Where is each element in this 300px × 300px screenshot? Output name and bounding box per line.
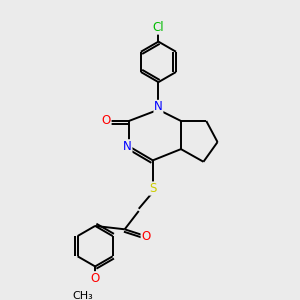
Text: O: O <box>141 230 150 243</box>
Text: CH₃: CH₃ <box>72 291 93 300</box>
Text: O: O <box>91 272 100 285</box>
Text: N: N <box>123 140 132 153</box>
Text: N: N <box>154 100 163 113</box>
Text: O: O <box>102 115 111 128</box>
Text: Cl: Cl <box>153 21 164 34</box>
Text: S: S <box>149 182 157 195</box>
